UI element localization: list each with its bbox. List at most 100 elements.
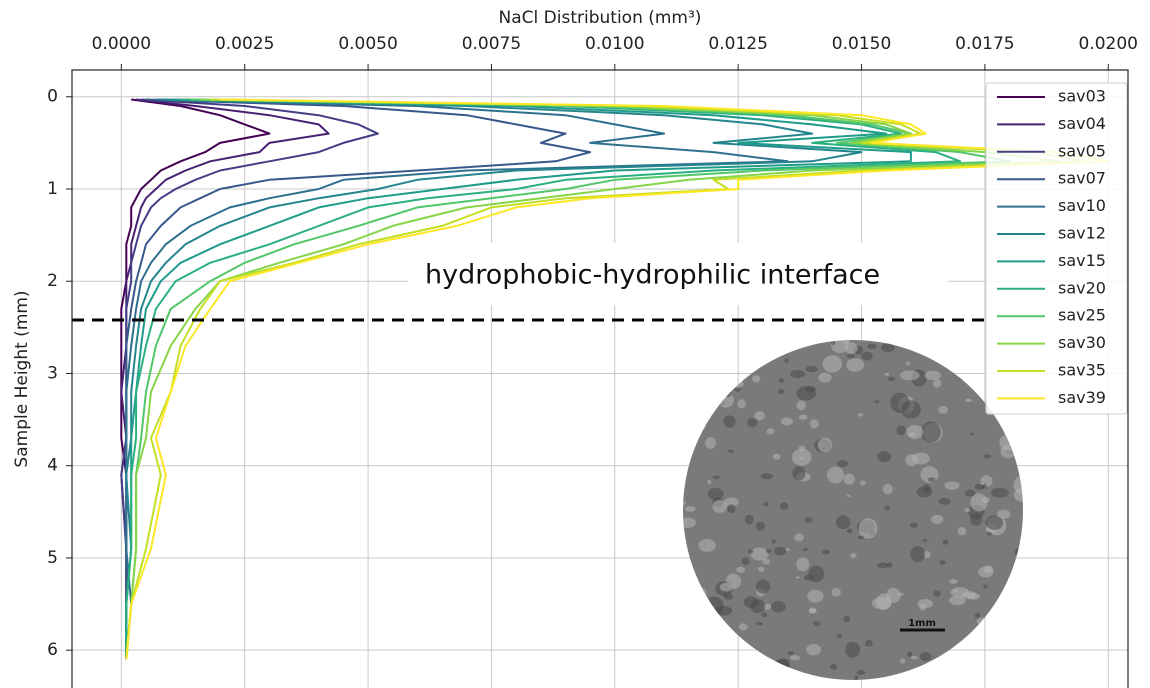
inset-grain bbox=[901, 400, 921, 418]
inset-grain bbox=[739, 623, 748, 630]
legend: sav03sav04sav05sav07sav10sav12sav15sav20… bbox=[986, 83, 1127, 414]
inset-grain bbox=[756, 522, 765, 531]
inset-grain bbox=[933, 590, 940, 596]
inset-grain bbox=[806, 644, 821, 655]
y-tick-label: 4 bbox=[47, 456, 58, 476]
inset-grain bbox=[991, 488, 1009, 498]
inset-grain bbox=[774, 547, 787, 555]
y-tick-label: 6 bbox=[47, 640, 58, 660]
x-tick-label: 0.0075 bbox=[462, 34, 521, 54]
inset-grain bbox=[906, 362, 910, 366]
inset-grain bbox=[796, 558, 809, 572]
inset-grain bbox=[918, 664, 932, 674]
inset-grain bbox=[761, 613, 767, 618]
inset-grain bbox=[911, 656, 918, 660]
inset-grain bbox=[939, 560, 945, 565]
inset-grain bbox=[736, 567, 745, 573]
inset-grain bbox=[725, 391, 731, 397]
inset-grain bbox=[748, 549, 754, 553]
inset-grain bbox=[887, 562, 893, 567]
y-tick-label: 3 bbox=[47, 363, 58, 383]
inset-grain bbox=[730, 333, 744, 343]
inset-grain bbox=[983, 454, 991, 458]
inset-grain bbox=[818, 373, 831, 383]
inset-grain bbox=[682, 407, 701, 423]
x-tick-label: 0.0125 bbox=[708, 34, 767, 54]
inset-grain bbox=[724, 593, 734, 599]
inset-grain bbox=[850, 553, 856, 558]
inset-grain bbox=[884, 506, 890, 511]
inset-grain bbox=[807, 590, 824, 603]
inset-grain bbox=[734, 351, 752, 361]
inset-grain bbox=[946, 335, 962, 351]
inset-grain bbox=[680, 378, 689, 387]
inset-grain bbox=[790, 655, 800, 660]
inset-grain bbox=[698, 539, 715, 552]
inset-grain bbox=[900, 658, 905, 663]
inset-grain bbox=[854, 676, 858, 680]
inset-grain bbox=[796, 386, 816, 401]
inset-grain bbox=[925, 371, 941, 381]
inset-grain bbox=[939, 498, 951, 505]
inset-grain bbox=[928, 477, 936, 482]
inset-grain bbox=[710, 382, 714, 386]
inset-grain bbox=[756, 622, 763, 626]
inset-grain bbox=[781, 418, 793, 426]
inset-grain bbox=[965, 399, 972, 403]
inset-image: 1mm bbox=[676, 333, 1033, 681]
inset-grain bbox=[720, 583, 733, 592]
inset-grain bbox=[843, 615, 850, 622]
inset-grain bbox=[676, 458, 689, 465]
legend-label: sav39 bbox=[1058, 388, 1106, 407]
y-tick-label: 0 bbox=[47, 87, 58, 107]
inset-grain bbox=[966, 638, 983, 649]
inset-grain bbox=[846, 358, 864, 371]
inset-grain bbox=[778, 389, 784, 395]
inset-grain bbox=[799, 415, 808, 420]
inset-grain bbox=[773, 454, 781, 460]
y-axis-label: Sample Height (mm) bbox=[12, 290, 32, 467]
inset-grain bbox=[881, 343, 895, 352]
inset-grain bbox=[684, 506, 695, 512]
inset-grain bbox=[977, 617, 987, 625]
inset-grain bbox=[847, 495, 851, 497]
inset-grain bbox=[1006, 649, 1024, 665]
inset-grain bbox=[1005, 606, 1024, 619]
chart: NaCl Distribution (mm³) Sample Height (m… bbox=[0, 0, 1150, 688]
inset-grain bbox=[694, 421, 706, 431]
inset-grain bbox=[705, 360, 712, 364]
inset-grain bbox=[997, 510, 1010, 519]
inset-grain bbox=[949, 579, 957, 584]
inset-grain bbox=[717, 393, 734, 408]
inset-grain bbox=[787, 651, 794, 655]
legend-label: sav15 bbox=[1058, 251, 1106, 270]
inset-grain bbox=[708, 488, 724, 500]
inset-grain bbox=[867, 343, 876, 349]
inset-grain bbox=[858, 413, 864, 417]
legend-label: sav10 bbox=[1058, 196, 1106, 215]
inset-grain bbox=[860, 480, 866, 485]
inset-grain bbox=[861, 352, 872, 361]
inset-grain bbox=[942, 539, 948, 544]
inset-grain bbox=[883, 484, 893, 494]
inset-grain bbox=[813, 621, 820, 626]
inset-grain bbox=[792, 449, 812, 466]
inset-grain bbox=[808, 609, 816, 614]
inset-grain bbox=[877, 451, 891, 462]
inset-grain bbox=[950, 677, 956, 681]
inset-grain bbox=[847, 529, 853, 533]
inset-grain bbox=[907, 651, 913, 656]
inset-grain bbox=[780, 502, 789, 510]
inset-grain bbox=[847, 354, 855, 359]
inset-grain bbox=[773, 334, 784, 342]
inset-grain bbox=[980, 393, 984, 397]
inset-grain bbox=[922, 539, 927, 542]
inset-grain bbox=[762, 559, 770, 565]
chart-title: NaCl Distribution (mm³) bbox=[499, 8, 702, 28]
inset-grain bbox=[797, 401, 806, 411]
legend-label: sav07 bbox=[1058, 169, 1106, 188]
inset-grain bbox=[744, 596, 759, 608]
inset-grain bbox=[1019, 563, 1025, 567]
inset-grain bbox=[906, 425, 923, 439]
y-tick-label: 5 bbox=[47, 548, 58, 568]
